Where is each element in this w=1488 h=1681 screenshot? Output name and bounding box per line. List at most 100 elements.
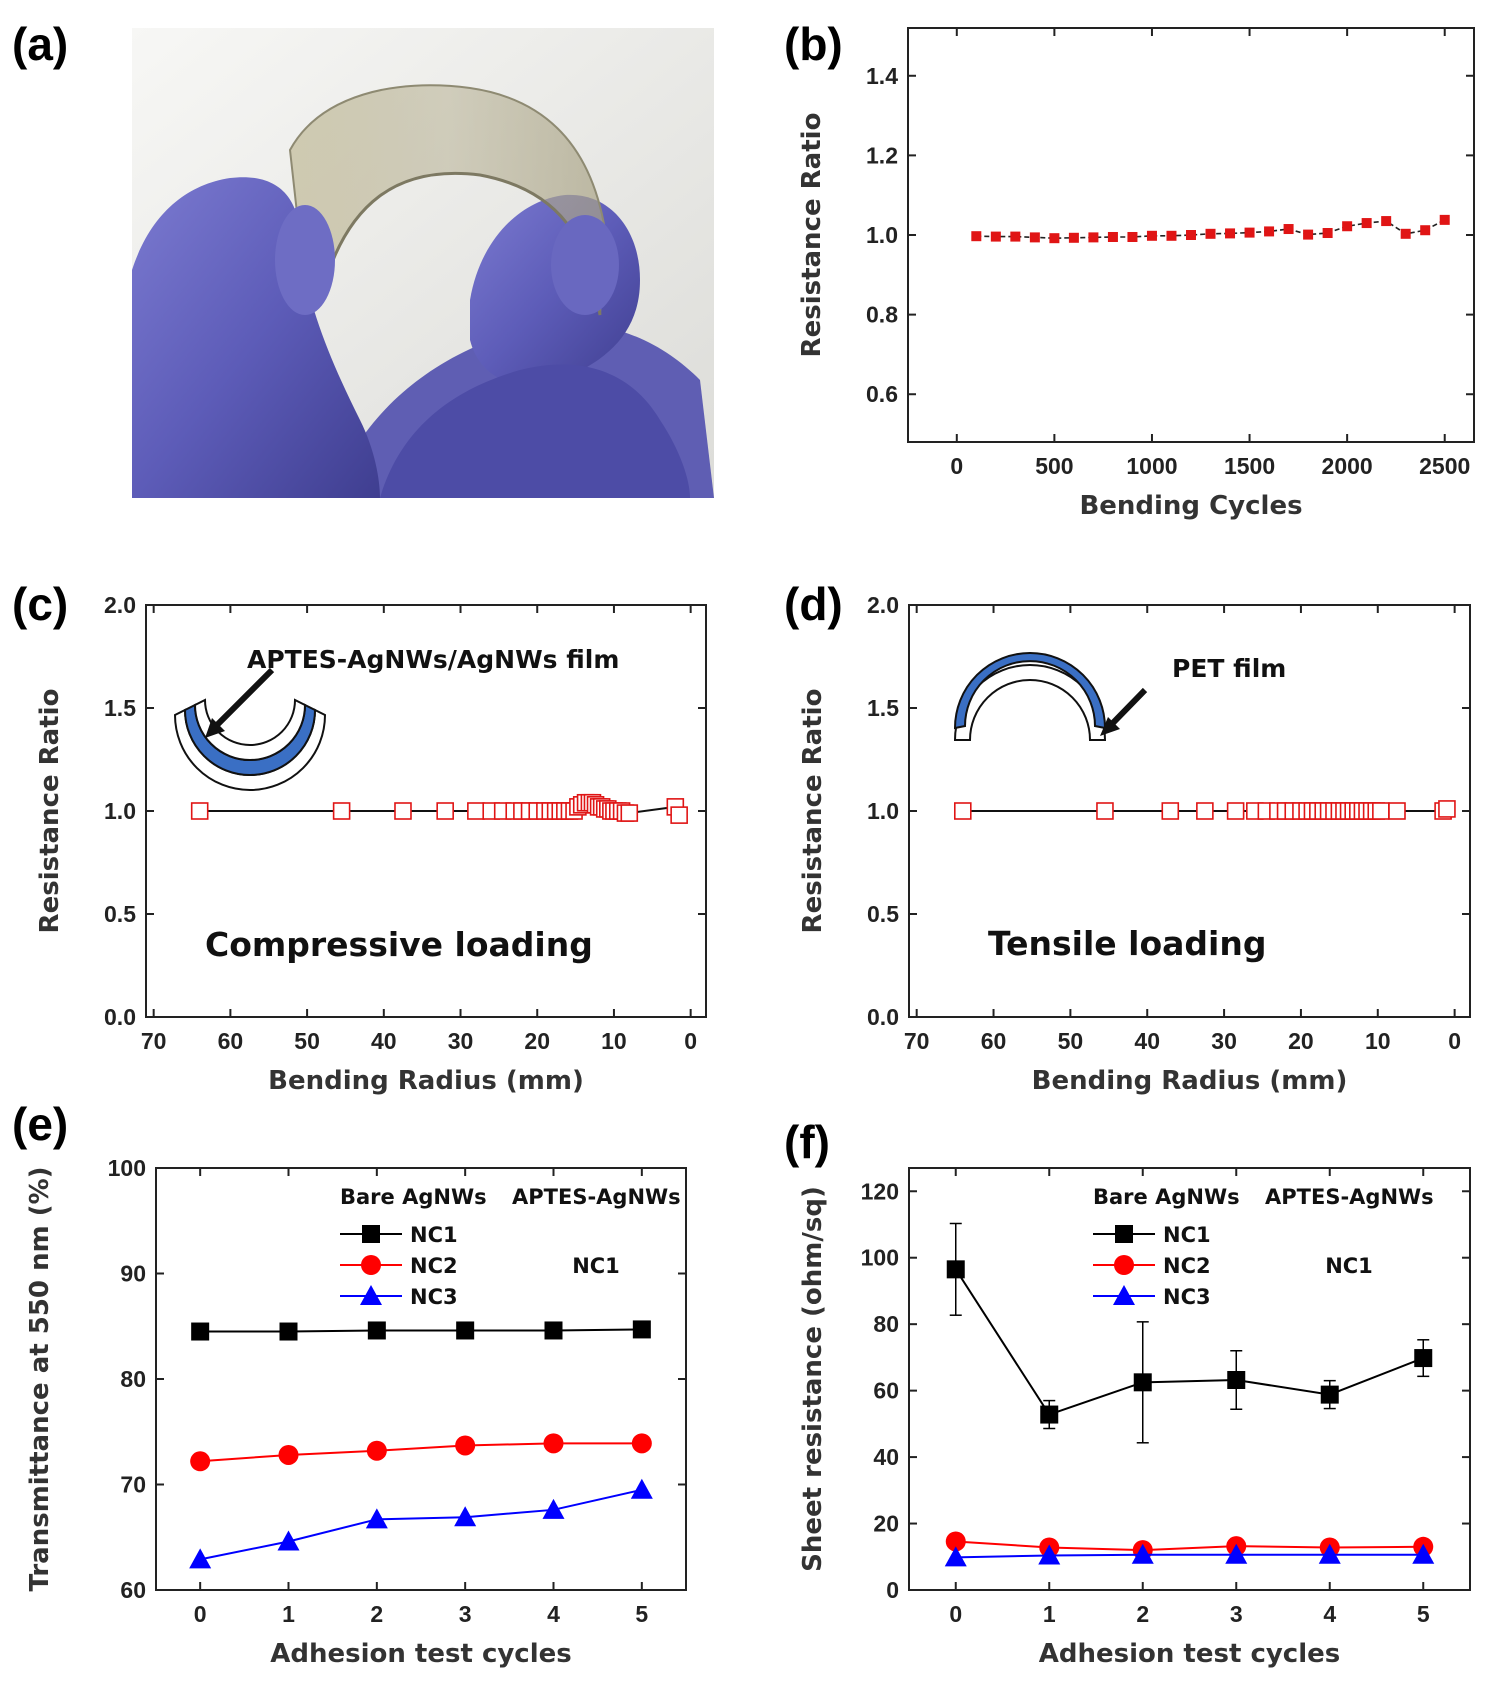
legend-label: NC3 [410, 1285, 458, 1309]
data-point [1400, 228, 1411, 239]
annotation-loading: Tensile loading [988, 924, 1266, 963]
data-point-nc1 [279, 1322, 298, 1341]
data-point [1225, 228, 1236, 239]
y-axis-title: Resistance Ratio [797, 113, 827, 358]
data-point [1096, 802, 1114, 820]
y-tick-label: 100 [861, 1245, 899, 1271]
data-point-nc3 [944, 1546, 967, 1567]
data-point [467, 802, 485, 820]
y-tick-label: 1.0 [104, 798, 136, 824]
data-point-nc3 [1318, 1543, 1341, 1564]
y-tick-label: 0.0 [867, 1004, 899, 1030]
x-tick-label: 0 [1448, 1028, 1461, 1054]
data-point-nc1 [1040, 1405, 1059, 1424]
y-tick-label: 0.0 [104, 1004, 136, 1030]
data-point-nc1 [1320, 1385, 1339, 1404]
x-tick-label: 5 [1417, 1601, 1430, 1627]
data-point [1068, 232, 1079, 243]
y-axis-title: Resistance Ratio [35, 689, 65, 934]
y-tick-label: 1.0 [867, 798, 899, 824]
x-tick-label: 30 [1211, 1028, 1237, 1054]
chart-f: 0 1 2 3 4 5 0 20 40 60 80 100 120 Adhesion test cycle… [798, 1167, 1471, 1669]
legend-marker [1115, 1225, 1133, 1243]
x-tick-label: 1000 [1126, 453, 1177, 479]
x-axis-title: Bending Cycles [1079, 491, 1302, 521]
data-point-nc2 [631, 1433, 652, 1454]
y-tick-label: 1.5 [104, 695, 136, 721]
data-point [620, 804, 639, 822]
data-point-nc3 [1038, 1544, 1061, 1565]
x-tick-label: 40 [1134, 1028, 1160, 1054]
data-point [1161, 802, 1180, 820]
data-point [394, 802, 412, 820]
legend-label: NC1 [410, 1223, 458, 1247]
x-tick-label: 1 [282, 1601, 295, 1627]
panel-label-d: (d) [784, 578, 843, 630]
y-tick-label: 100 [108, 1155, 146, 1181]
legend-label: NC3 [1163, 1285, 1211, 1309]
x-tick-label: 500 [1035, 453, 1073, 479]
y-tick-label: 0.8 [866, 302, 898, 328]
arrow-head [205, 718, 225, 738]
data-point [1127, 231, 1138, 242]
data-point-nc1 [191, 1322, 210, 1341]
legend-marker [1113, 1285, 1135, 1305]
x-tick-label: 60 [981, 1028, 1007, 1054]
y-tick-label: 0.5 [867, 901, 899, 927]
chart-d: 70 60 50 40 30 20 10 0 0.0 0.5 1.0 1.5 2.0 Bending Ra… [798, 592, 1471, 1096]
data-point [1226, 802, 1245, 820]
legend-header-aptes: APTES-AgNWs [512, 1185, 681, 1209]
data-point [1049, 233, 1060, 244]
data-point [1088, 232, 1099, 243]
data-point [1283, 224, 1294, 235]
plot-frame [908, 1167, 1471, 1591]
data-point-nc1 [1414, 1349, 1433, 1368]
panel-label-f: (f) [784, 1116, 830, 1168]
x-tick-label: 60 [218, 1028, 244, 1054]
arrow-shaft [1105, 687, 1148, 731]
x-tick-label: 3 [459, 1601, 472, 1627]
x-axis-title: Adhesion test cycles [1039, 1639, 1341, 1669]
data-point [1342, 221, 1353, 232]
arrow-head [1100, 717, 1120, 736]
data-point-nc2 [455, 1435, 476, 1456]
legend-marker [362, 1225, 380, 1243]
data-point [670, 806, 688, 824]
panel-label-e: (e) [12, 1098, 68, 1150]
x-tick-label: 0 [950, 453, 963, 479]
y-tick-label: 2.0 [104, 592, 136, 618]
data-point-nc3 [630, 1478, 653, 1499]
legend-marker [361, 1255, 381, 1275]
y-tick-label: 80 [873, 1311, 899, 1337]
data-point-nc1 [367, 1321, 386, 1340]
data-point [1322, 228, 1333, 239]
y-tick-label: 90 [120, 1261, 146, 1287]
series-line-nc2 [955, 1540, 1424, 1552]
x-tick-label: 20 [1288, 1028, 1314, 1054]
data-point-nc1 [946, 1260, 965, 1279]
data-point-nc2 [543, 1433, 564, 1454]
y-tick-label: 0 [886, 1577, 899, 1603]
x-tick-label: 2 [1136, 1601, 1149, 1627]
chart-e: 0 1 2 3 4 5 60 70 80 90 100 Adhesion test cycles Tra… [25, 1155, 687, 1669]
data-point [1146, 230, 1157, 241]
data-point [1439, 214, 1450, 225]
data-point-nc3 [1412, 1543, 1435, 1564]
data-point-nc3 [454, 1506, 477, 1527]
data-point [953, 802, 972, 820]
x-axis-title: Bending Radius (mm) [268, 1066, 584, 1096]
legend-header-bare: Bare AgNWs [1093, 1185, 1240, 1209]
y-tick-label: 60 [120, 1577, 146, 1603]
data-point [1010, 231, 1021, 242]
substrate-arc [953, 664, 1107, 741]
data-point [190, 802, 209, 820]
chart-c: 70 60 50 40 30 20 10 0 0.0 0.5 1.0 1.5 2.0 Bending Ra… [35, 592, 707, 1096]
data-point-nc3 [1131, 1543, 1154, 1564]
data-point-nc1 [456, 1321, 475, 1340]
series-line-nc2 [200, 1442, 642, 1463]
data-point [1186, 230, 1196, 240]
y-tick-label: 120 [861, 1178, 899, 1204]
data-point [332, 802, 351, 820]
x-tick-label: 3 [1230, 1601, 1243, 1627]
data-point [1264, 226, 1275, 237]
